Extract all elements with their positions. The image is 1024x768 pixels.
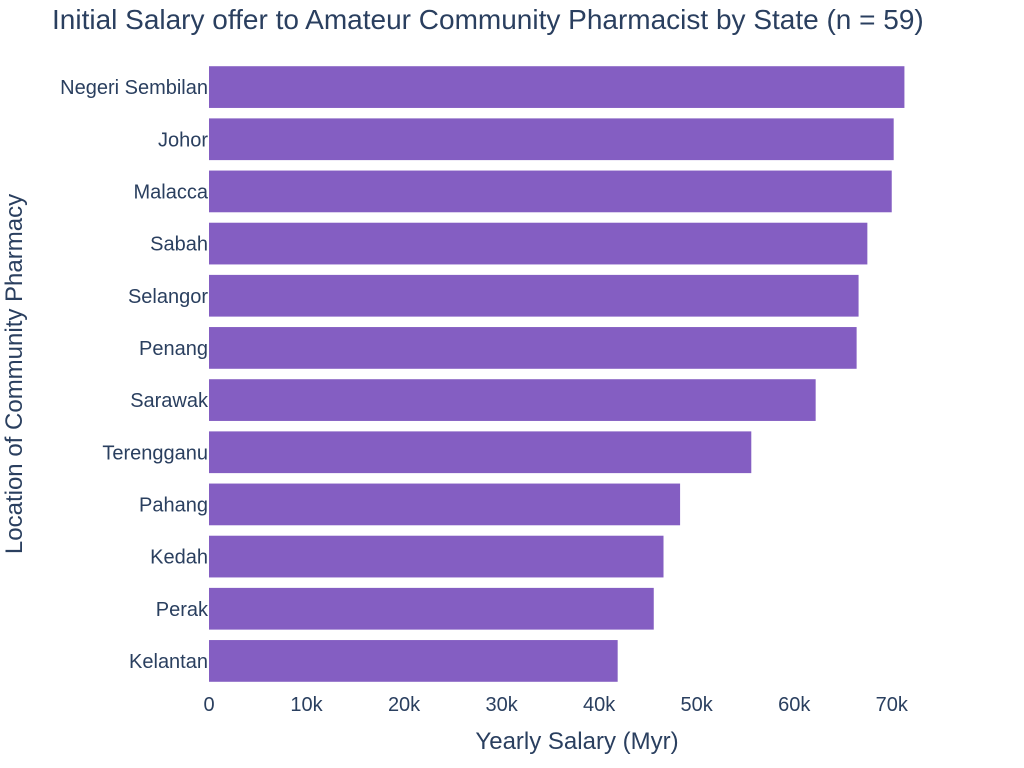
x-tick-label: 60k [778,694,811,716]
x-tick-label: 10k [290,694,323,716]
y-tick-label: Malacca [134,181,209,203]
bar-sabah [209,222,868,265]
bar-kedah [209,535,664,578]
x-tick-label: 70k [876,694,909,716]
bar-perak [209,587,654,630]
y-tick-labels: Negeri Sembilan Johor Malacca Sabah Selangor… [60,77,209,673]
x-tick-label: 30k [485,694,518,716]
x-tick-label: 40k [583,694,616,716]
y-tick-label: Sarawak [130,390,209,412]
y-tick-label: Kelantan [129,651,208,673]
bar-kelantan [209,640,618,682]
y-tick-label: Selangor [128,286,208,308]
bar-johor [209,118,894,161]
y-tick-label: Kedah [150,547,208,569]
y-tick-label: Pahang [139,494,208,516]
y-tick-label: Terengganu [102,442,208,464]
bars-layer [209,66,905,682]
bar-pahang [209,483,681,526]
bar-malacca [209,170,892,213]
bar-sarawak [209,379,816,421]
bar-negeri-sembilan [209,66,905,108]
x-axis-title: Yearly Salary (Myr) [475,728,678,755]
x-tick-labels: 0 10k 20k 30k 40k 50k 60k 70k [203,694,908,716]
y-tick-label: Penang [139,338,208,360]
x-tick-label: 50k [681,694,714,716]
y-tick-label: Sabah [150,234,208,256]
bar-penang [209,327,857,369]
y-axis-title: Location of Community Pharmacy [1,194,28,554]
chart-title: Initial Salary offer to Amateur Communit… [52,4,924,35]
x-tick-label: 0 [203,694,214,716]
bar-selangor [209,274,859,317]
bar-terengganu [209,431,752,474]
y-tick-label: Perak [156,599,209,621]
y-tick-label: Johor [158,129,208,151]
y-tick-label: Negeri Sembilan [60,77,208,99]
x-tick-label: 20k [388,694,421,716]
